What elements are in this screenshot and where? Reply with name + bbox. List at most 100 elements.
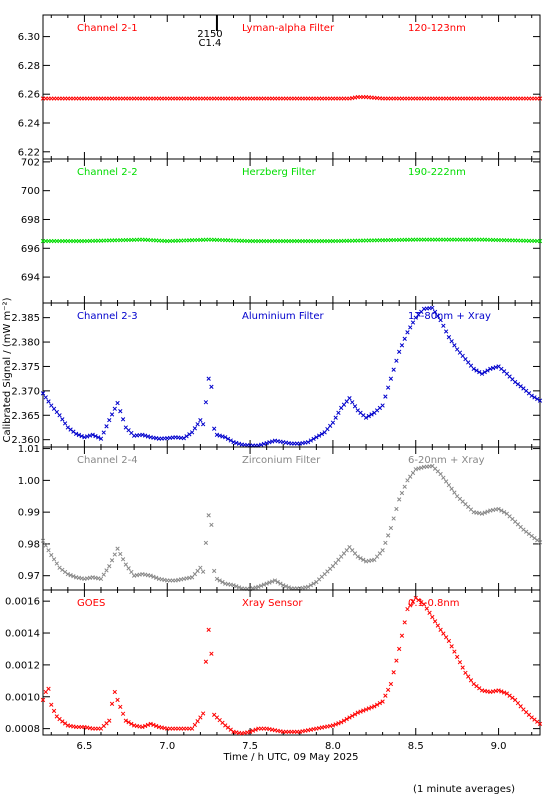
data-point [120, 417, 126, 422]
data-point [328, 423, 333, 429]
data-point [438, 471, 443, 477]
data-point [408, 325, 413, 330]
data-point [341, 402, 347, 407]
data-point [40, 391, 46, 396]
data-point [537, 96, 543, 101]
data-point [385, 533, 391, 538]
data-point [330, 723, 336, 728]
data-point [129, 569, 134, 575]
data-point [355, 710, 360, 715]
data-point [212, 568, 217, 574]
y-tick-label: 2.360 [11, 435, 40, 446]
data-point [319, 431, 325, 437]
data-point [181, 436, 186, 441]
data-point [341, 718, 347, 723]
data-point [388, 376, 394, 381]
data-point [358, 709, 363, 714]
data-points [40, 305, 543, 448]
data-point [347, 396, 352, 401]
data-point [253, 727, 258, 732]
y-tick-label: 0.0010 [5, 692, 40, 703]
data-point [112, 406, 117, 411]
data-point [537, 540, 543, 545]
data-point [206, 513, 211, 518]
data-point [529, 393, 534, 398]
data-point [446, 482, 452, 488]
data-point [424, 606, 429, 611]
data-point [333, 415, 338, 420]
data-point [457, 350, 463, 355]
panel-label: 190-222nm [408, 167, 466, 178]
data-point [457, 660, 463, 665]
panel-label: GOES [77, 598, 105, 609]
event-marker-label: C1.4 [199, 38, 222, 49]
data-point [195, 422, 200, 427]
data-point [438, 627, 443, 632]
data-point [501, 509, 507, 515]
data-point [402, 484, 407, 489]
data-point [109, 558, 115, 563]
panel-label: Channel 2-1 [77, 23, 138, 34]
data-points [40, 595, 543, 736]
data-point [234, 584, 239, 589]
data-point [460, 353, 465, 359]
x-tick-label: 8.5 [408, 741, 424, 752]
y-tick-label: 0.98 [18, 539, 40, 550]
data-point [482, 510, 487, 515]
data-point [256, 584, 261, 589]
data-point [231, 583, 236, 588]
data-point [203, 400, 209, 405]
data-point [435, 623, 440, 628]
data-point [405, 478, 410, 483]
data-point [192, 426, 198, 431]
data-point [443, 329, 449, 334]
data-point [62, 421, 68, 426]
data-point [402, 336, 407, 341]
data-point [405, 330, 410, 335]
data-point [104, 424, 109, 429]
y-tick-label: 0.0016 [5, 597, 40, 608]
data-point [115, 400, 120, 406]
data-point [104, 568, 109, 573]
data-point [408, 474, 413, 479]
y-tick-label: 696 [21, 244, 40, 255]
data-point [460, 665, 465, 670]
y-tick-label: 6.26 [18, 90, 40, 101]
y-tick-label: 0.0008 [5, 724, 40, 735]
data-point [449, 486, 454, 491]
data-point [101, 572, 106, 577]
data-point [51, 406, 57, 411]
data-point [118, 409, 123, 414]
data-point [46, 686, 51, 691]
data-point [236, 585, 242, 590]
data-point [383, 540, 388, 546]
data-point [449, 644, 454, 649]
data-point [535, 396, 540, 402]
data-point [369, 412, 374, 417]
data-point [305, 439, 311, 445]
data-point [49, 552, 54, 558]
data-point [98, 436, 104, 441]
y-tick-label: 1.00 [18, 476, 40, 487]
data-point [432, 309, 438, 315]
data-point [443, 635, 449, 640]
data-point [410, 599, 416, 604]
data-point [187, 432, 192, 437]
data-point [209, 384, 214, 389]
data-point [200, 569, 206, 574]
data-point [115, 546, 120, 551]
y-tick-label: 698 [21, 215, 40, 226]
data-point [109, 701, 115, 706]
data-point [305, 584, 311, 589]
data-point [46, 399, 51, 404]
data-point [65, 571, 71, 577]
data-point [126, 720, 131, 725]
data-point [154, 723, 159, 729]
data-point [189, 430, 195, 435]
data-point [123, 718, 128, 723]
data-point [496, 506, 501, 512]
data-point [264, 581, 269, 586]
data-point [325, 426, 330, 432]
panel-label: 0.1-0.8nm [408, 598, 460, 609]
